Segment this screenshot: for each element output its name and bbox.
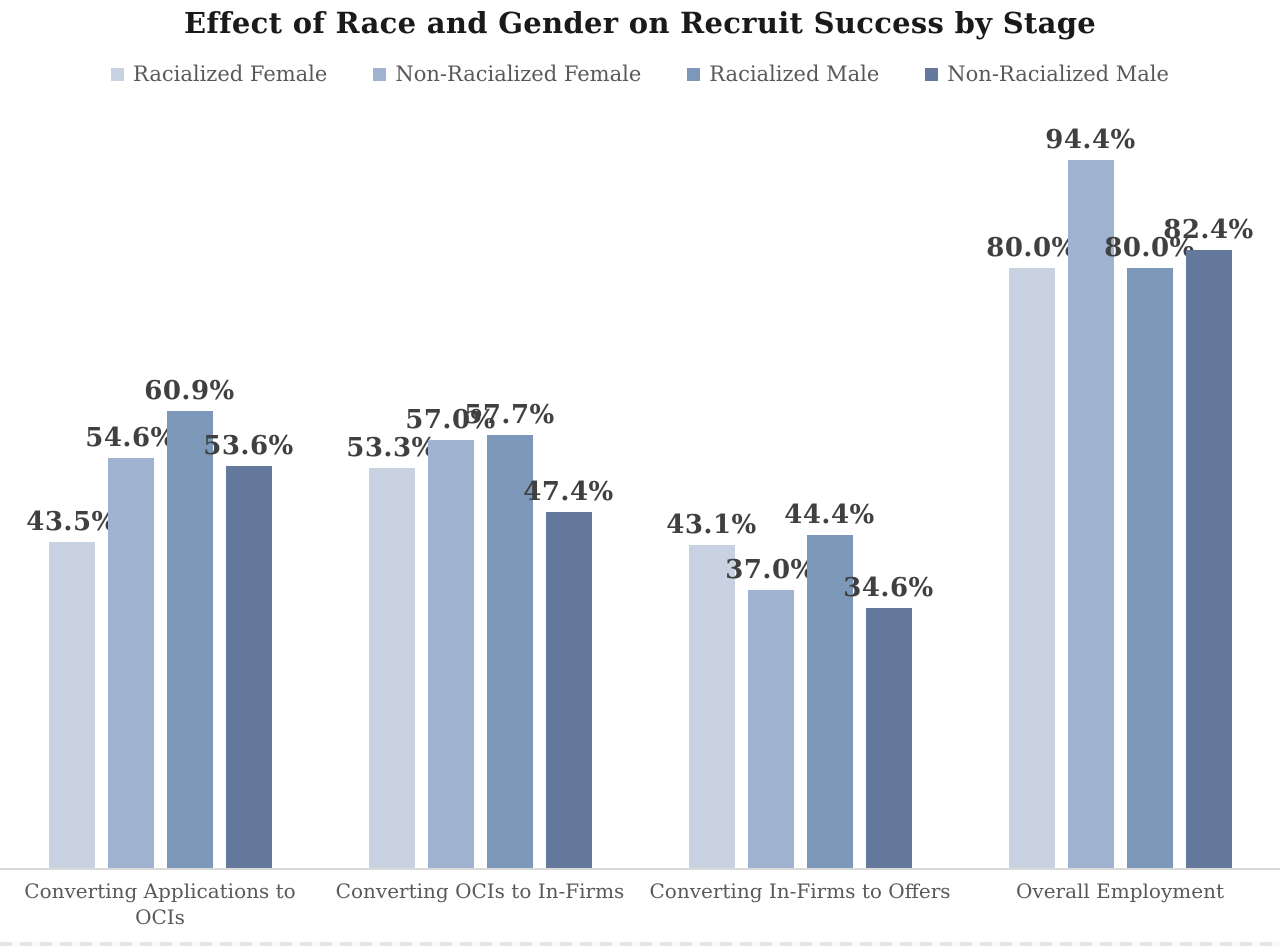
bar-non-racialized-female-converting-in-firms-to-offers: 37.0% — [725, 555, 815, 868]
bar-non-racialized-male-converting-in-firms-to-offers: 34.6% — [843, 573, 933, 868]
bar-racialized-female-converting-applications-to-ocis: 43.5% — [26, 507, 116, 868]
bar-non-racialized-female-overall-employment: 94.4% — [1045, 125, 1135, 868]
bar-racialized-male-converting-applications-to-ocis: 60.9% — [144, 376, 234, 868]
legend-label-non-racialized-female: Non-Racialized Female — [395, 62, 642, 86]
value-label-non-racialized-male-converting-applications-to-ocis: 53.6% — [203, 431, 294, 461]
category-label-converting-in-firms-to-offers: Converting In-Firms to Offers — [649, 879, 951, 903]
value-label-racialized-female-converting-in-firms-to-offers: 43.1% — [666, 510, 757, 540]
value-label-non-racialized-female-converting-in-firms-to-offers: 37.0% — [725, 555, 816, 585]
bar-racialized-male-converting-in-firms-to-offers: 44.4% — [784, 500, 874, 868]
category-label-converting-applications-to-ocis: Converting Applications to OCIs — [24, 879, 296, 929]
legend-item-racialized-male: Racialized Male — [687, 62, 879, 86]
bar-non-racialized-male-overall-employment: 82.4% — [1163, 215, 1253, 868]
value-label-racialized-male-overall-employment: 80.0% — [1104, 233, 1195, 263]
bar-group-converting-in-firms-to-offers: 43.1% 37.0% 44.4% 34.6% — [640, 118, 960, 868]
bar-racialized-female-overall-employment: 80.0% — [986, 233, 1076, 868]
value-label-racialized-female-converting-applications-to-ocis: 43.5% — [26, 507, 117, 537]
value-label-non-racialized-female-converting-ocis-to-in-firms: 57.0% — [405, 405, 496, 435]
category-label-overall-employment: Overall Employment — [1016, 879, 1224, 903]
bar-group-overall-employment: 80.0% 94.4% 80.0% 82.4% — [960, 118, 1280, 868]
legend-item-non-racialized-male: Non-Racialized Male — [925, 62, 1169, 86]
bar-group-converting-ocis-to-in-firms: 53.3% 57.0% 57.7% 47.4% — [320, 118, 640, 868]
legend-label-non-racialized-male: Non-Racialized Male — [947, 62, 1169, 86]
bar-group-converting-applications-to-ocis: 43.5% 54.6% 60.9% 53.6% — [0, 118, 320, 868]
value-label-racialized-male-converting-applications-to-ocis: 60.9% — [144, 376, 235, 406]
bar-racialized-male-converting-ocis-to-in-firms: 57.7% — [464, 400, 554, 868]
plot-area: 43.5% 54.6% 60.9% 53.6% 53.3% 57.0% 57.7% 47.4%… — [0, 118, 1280, 870]
legend-item-racialized-female: Racialized Female — [111, 62, 327, 86]
category-label-converting-ocis-to-in-firms: Converting OCIs to In-Firms — [335, 879, 625, 903]
value-label-non-racialized-male-converting-in-firms-to-offers: 34.6% — [843, 573, 934, 603]
value-label-racialized-male-converting-in-firms-to-offers: 44.4% — [784, 500, 875, 530]
value-label-racialized-female-converting-ocis-to-in-firms: 53.3% — [346, 433, 437, 463]
x-axis-labels: Converting Applications to OCIs Convertin… — [0, 878, 1280, 930]
legend-swatch-non-racialized-male — [925, 67, 939, 81]
legend-label-racialized-female: Racialized Female — [133, 62, 328, 86]
bar-non-racialized-male-converting-applications-to-ocis: 53.6% — [203, 431, 293, 868]
value-label-non-racialized-female-converting-applications-to-ocis: 54.6% — [85, 423, 176, 453]
bar-racialized-female-converting-ocis-to-in-firms: 53.3% — [346, 433, 436, 868]
value-label-racialized-male-converting-ocis-to-in-firms: 57.7% — [464, 400, 555, 430]
bar-non-racialized-male-converting-ocis-to-in-firms: 47.4% — [523, 477, 613, 868]
chart-title: Effect of Race and Gender on Recruit Suc… — [183, 6, 1097, 40]
legend-swatch-racialized-male — [687, 67, 701, 81]
cropped-bottom-artifact — [0, 942, 1280, 946]
value-label-non-racialized-male-overall-employment: 82.4% — [1163, 215, 1254, 245]
bar-non-racialized-female-converting-ocis-to-in-firms: 57.0% — [405, 405, 495, 868]
legend-swatch-racialized-female — [111, 67, 125, 81]
value-label-racialized-female-overall-employment: 80.0% — [986, 233, 1077, 263]
legend-swatch-non-racialized-female — [373, 67, 387, 81]
value-label-non-racialized-male-converting-ocis-to-in-firms: 47.4% — [523, 477, 614, 507]
legend-item-non-racialized-female: Non-Racialized Female — [373, 62, 641, 86]
bar-racialized-male-overall-employment: 80.0% — [1104, 233, 1194, 868]
chart-legend: Racialized Female Non-Racialized Female Ra… — [0, 62, 1280, 86]
value-label-non-racialized-female-overall-employment: 94.4% — [1045, 125, 1136, 155]
bar-non-racialized-female-converting-applications-to-ocis: 54.6% — [85, 423, 175, 868]
bar-racialized-female-converting-in-firms-to-offers: 43.1% — [666, 510, 756, 868]
legend-label-racialized-male: Racialized Male — [709, 62, 880, 86]
